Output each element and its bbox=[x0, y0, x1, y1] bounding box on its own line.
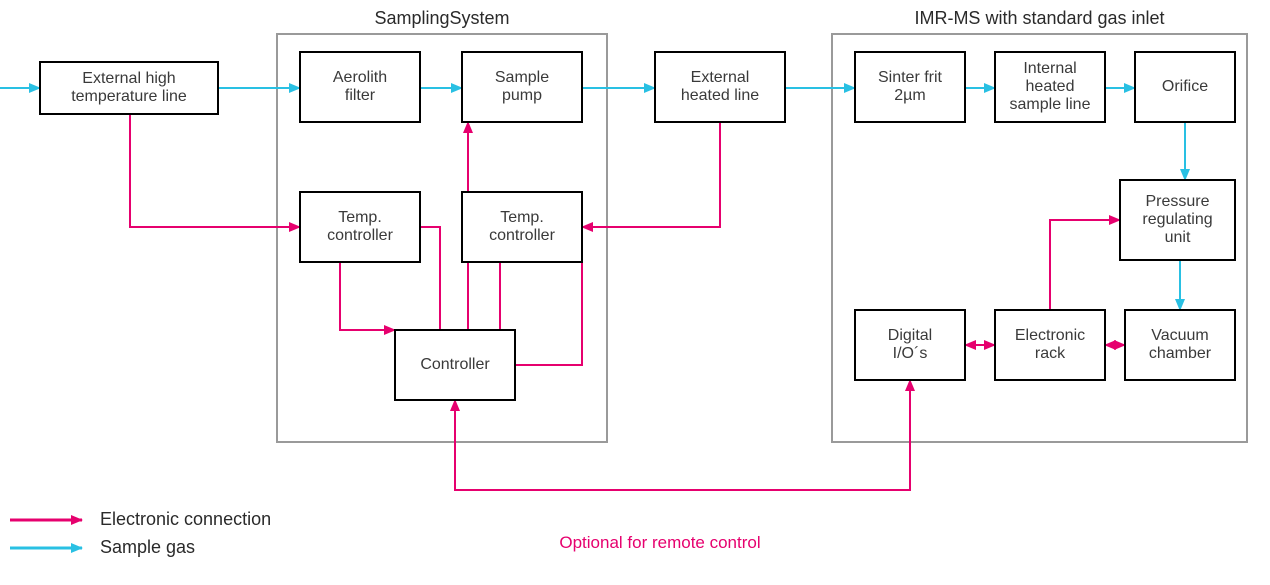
node-label-orifice-0: Orifice bbox=[1162, 78, 1208, 95]
node-label-pru-0: Pressure bbox=[1145, 193, 1209, 210]
node-label-pru-1: regulating bbox=[1142, 211, 1212, 228]
node-label-digital_io-1: I/O´s bbox=[893, 345, 928, 362]
edge-elec-9 bbox=[130, 114, 300, 227]
group-title-imrms: IMR-MS with standard gas inlet bbox=[914, 8, 1164, 28]
edges-layer bbox=[0, 88, 1185, 490]
edge-elec-20 bbox=[455, 380, 910, 490]
legend-label-elec: Electronic connection bbox=[100, 509, 271, 529]
node-label-elec_rack-0: Electronic bbox=[1015, 327, 1085, 344]
node-label-ext_heated-0: External bbox=[691, 69, 750, 86]
edge-elec-17 bbox=[1050, 220, 1120, 310]
node-label-pru-2: unit bbox=[1165, 229, 1191, 246]
edge-elec-11 bbox=[340, 262, 395, 330]
node-label-int_heated-2: sample line bbox=[1010, 96, 1091, 113]
node-label-aerolith-1: filter bbox=[345, 87, 376, 104]
legend-label-gas: Sample gas bbox=[100, 537, 195, 557]
node-label-elec_rack-1: rack bbox=[1035, 345, 1066, 362]
node-label-sample_pump-0: Sample bbox=[495, 69, 549, 86]
node-label-temp_ctrl_l-0: Temp. bbox=[338, 209, 382, 226]
node-label-temp_ctrl_r-0: Temp. bbox=[500, 209, 544, 226]
node-label-int_heated-1: heated bbox=[1026, 78, 1075, 95]
node-label-sinter-0: Sinter frit bbox=[878, 69, 943, 86]
node-label-aerolith-0: Aerolith bbox=[333, 69, 387, 86]
node-label-sample_pump-1: pump bbox=[502, 87, 542, 104]
caption-optional-remote: Optional for remote control bbox=[559, 533, 760, 552]
node-label-int_heated-0: Internal bbox=[1023, 60, 1076, 77]
node-label-ext_hi_temp-0: External high bbox=[82, 70, 175, 87]
node-label-temp_ctrl_r-1: controller bbox=[489, 227, 555, 244]
node-label-ext_heated-1: heated line bbox=[681, 87, 759, 104]
node-label-digital_io-0: Digital bbox=[888, 327, 932, 344]
edge-elec-16 bbox=[582, 122, 720, 227]
node-label-temp_ctrl_l-1: controller bbox=[327, 227, 393, 244]
node-label-sinter-1: 2µm bbox=[894, 87, 925, 104]
node-label-ext_hi_temp-1: temperature line bbox=[71, 88, 187, 105]
node-label-vacuum-0: Vacuum bbox=[1151, 327, 1209, 344]
node-label-controller-0: Controller bbox=[420, 356, 490, 373]
group-title-sampling: SamplingSystem bbox=[374, 8, 509, 28]
node-label-vacuum-1: chamber bbox=[1149, 345, 1212, 362]
